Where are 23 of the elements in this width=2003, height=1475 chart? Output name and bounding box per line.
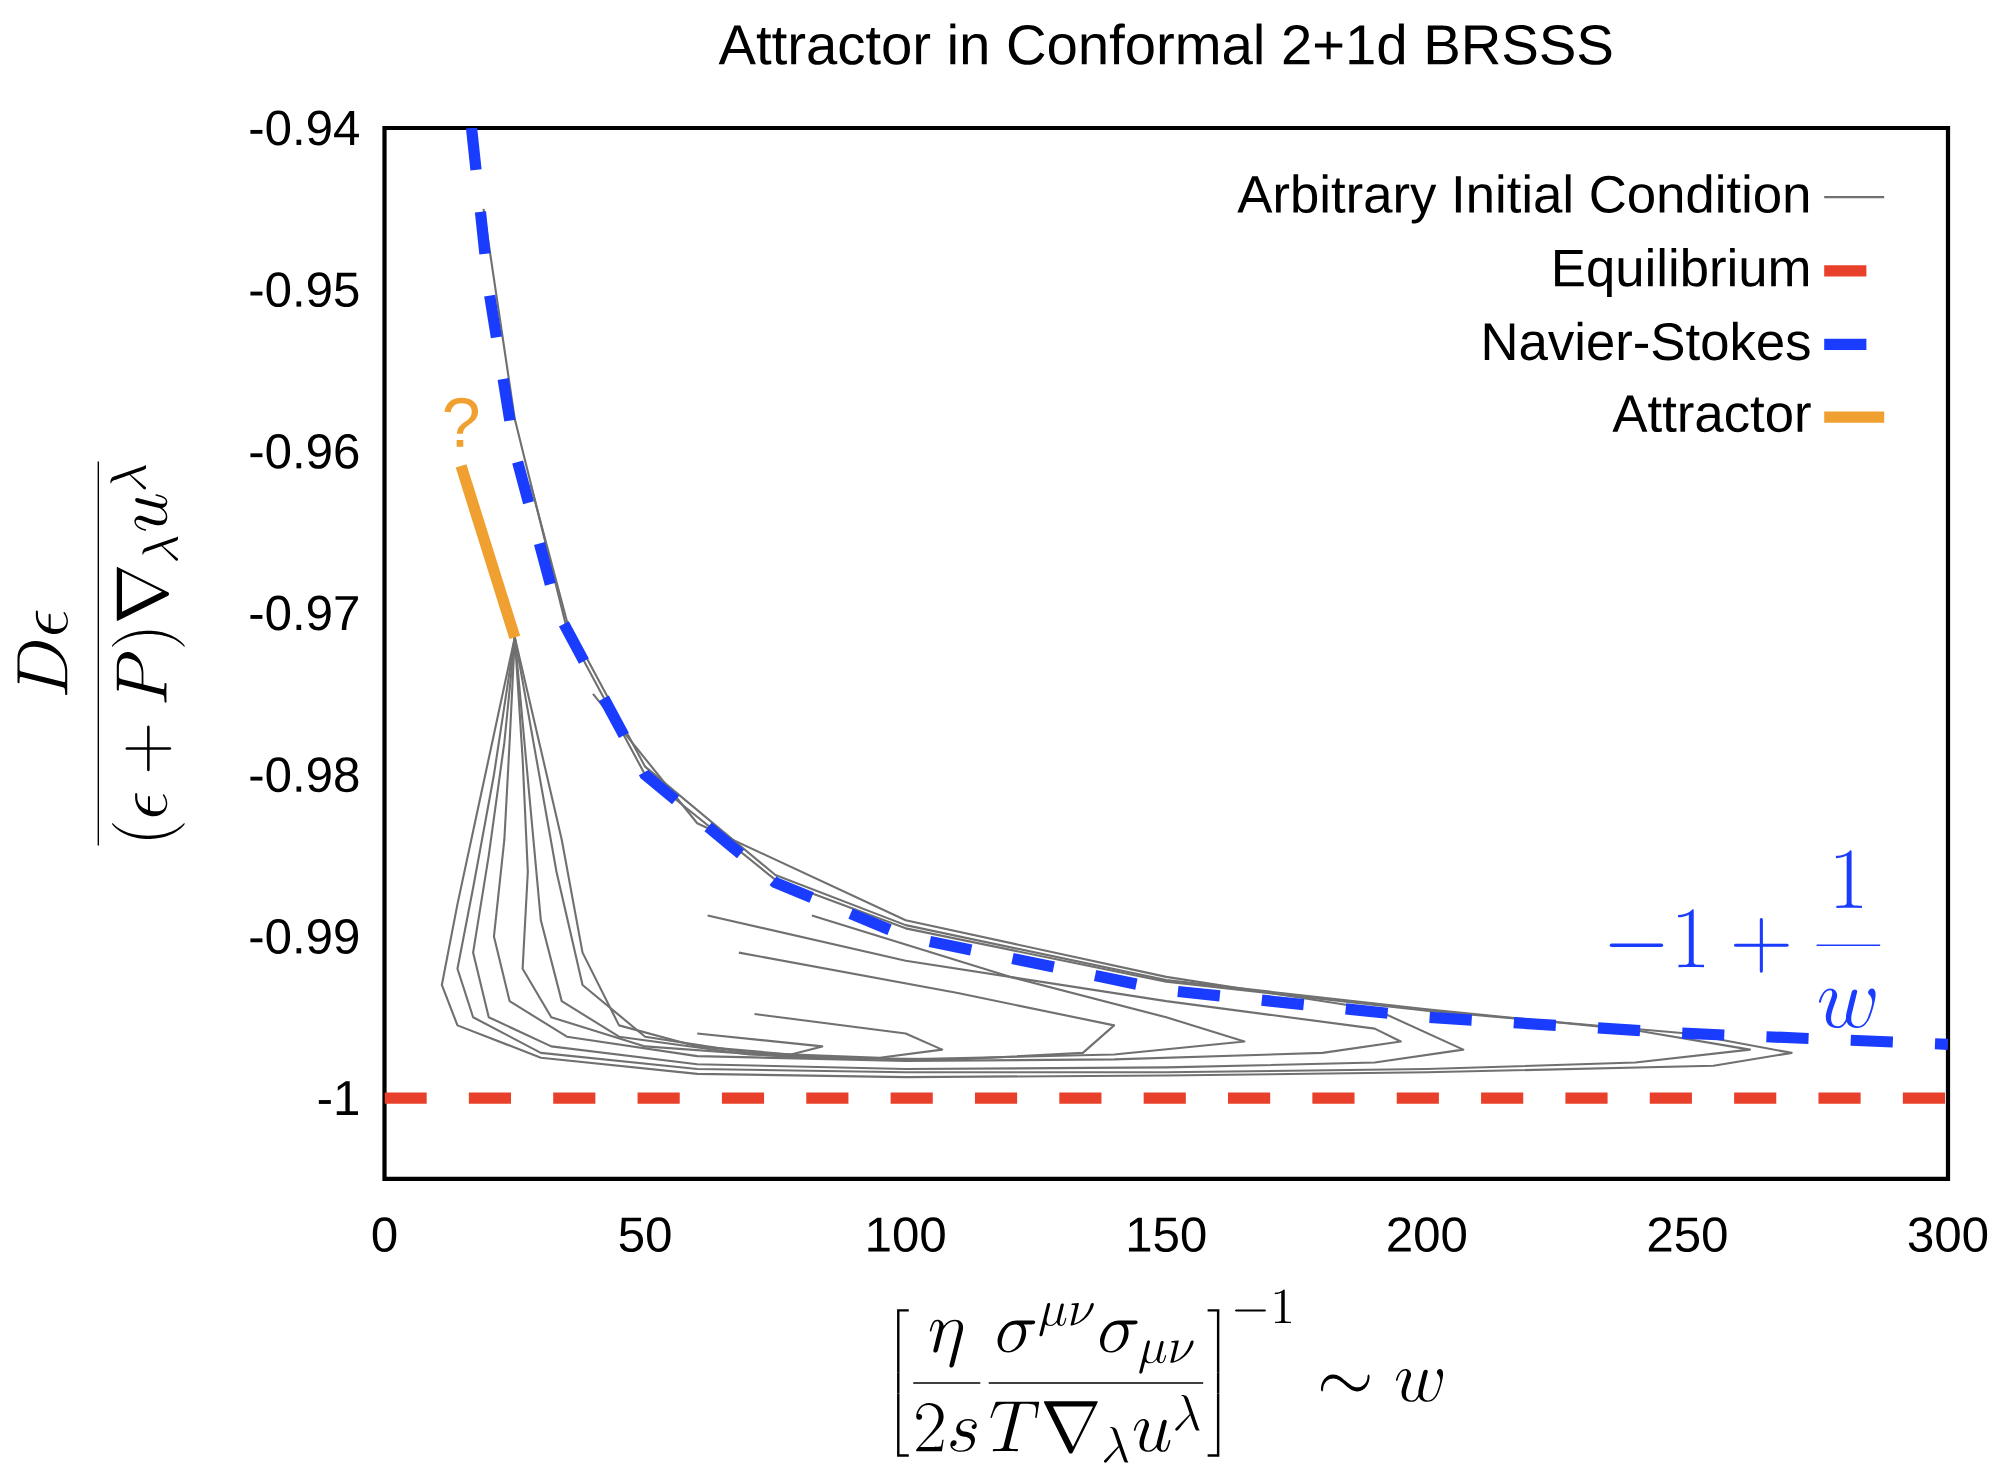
y-axis-title: $\frac{D\epsilon}{(\epsilon+P)\nabla_\lambda u^\lambda}$ [17, 461, 185, 846]
legend-label: Arbitrary Initial Condition [1237, 174, 1809, 224]
annotation: ? [444, 397, 479, 447]
x-tick-label: 250 [1648, 1217, 1727, 1253]
y-tick-label: -0.96 [250, 433, 359, 469]
y-tick-label: -1 [318, 1081, 358, 1116]
x-tick-label: 0 [372, 1217, 397, 1253]
legend-label: Equilibrium [1555, 247, 1808, 298]
x-axis-title: $\left[\frac{\eta}{2s}\frac{\sigma^{\mu\nu}\sigma_{\mu\nu}}{T\nabla_\lambda u^\lambda}\right]^{-1} \sim w$ [897, 1289, 1444, 1463]
y-tick-label: -0.97 [250, 595, 358, 631]
x-tick-label: 300 [1908, 1217, 1988, 1253]
x-tick-label: 50 [619, 1217, 671, 1253]
legend-label: Navier-Stokes [1484, 321, 1810, 361]
annotation: $-1+\frac{1}{w}$ [1609, 850, 1881, 1028]
y-tick-label: -0.95 [250, 272, 359, 308]
y-tick-label: -0.99 [250, 918, 359, 954]
x-tick-label: 100 [868, 1217, 945, 1253]
legend-label: Attractor [1612, 395, 1811, 433]
y-tick-label: -0.94 [250, 110, 359, 146]
x-tick-label: 200 [1388, 1217, 1466, 1253]
x-tick-label: 150 [1128, 1217, 1206, 1253]
chart-title: Attractor in Conformal 2+1d BRSSS [718, 23, 1612, 65]
y-tick-label: -0.98 [250, 757, 359, 793]
